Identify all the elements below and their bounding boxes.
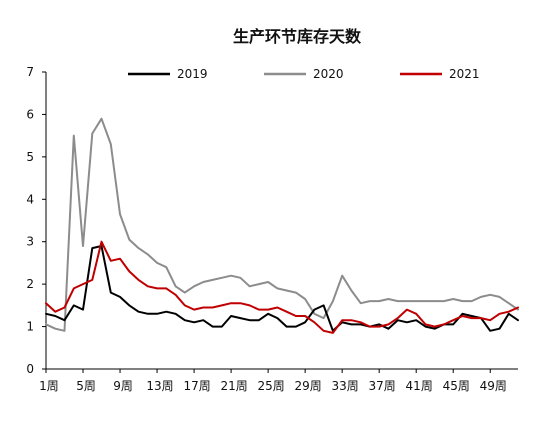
x-tick-label: 13周 xyxy=(146,379,173,393)
x-tick-label: 9周 xyxy=(113,379,133,393)
x-tick-label: 29周 xyxy=(294,379,321,393)
x-tick-label: 17周 xyxy=(183,379,210,393)
legend-label-2021: 2021 xyxy=(449,67,480,81)
y-tick-label: 4 xyxy=(26,192,34,206)
y-tick-label: 5 xyxy=(26,150,34,164)
series-line-2019 xyxy=(45,245,519,332)
x-tick-label: 45周 xyxy=(443,379,470,393)
x-tick-label: 1周 xyxy=(39,379,59,393)
x-tick-label: 37周 xyxy=(369,379,396,393)
legend-label-2019: 2019 xyxy=(177,67,208,81)
x-tick-label: 41周 xyxy=(406,379,433,393)
legend: 2019 2020 2021 xyxy=(128,67,480,81)
y-tick-label: 2 xyxy=(26,277,34,291)
x-tick-label: 5周 xyxy=(76,379,96,393)
series-layer xyxy=(45,117,519,334)
x-tick-label: 33周 xyxy=(332,379,359,393)
series-line-2020 xyxy=(45,117,519,332)
x-tick-label: 21周 xyxy=(220,379,247,393)
y-tick-label: 6 xyxy=(26,107,34,121)
legend-label-2020: 2020 xyxy=(313,67,344,81)
y-tick-label: 3 xyxy=(26,235,34,249)
chart-title: 生产环节库存天数 xyxy=(233,27,362,46)
x-tick-label: 49周 xyxy=(480,379,507,393)
y-tick-label: 1 xyxy=(26,320,34,334)
y-tick-label: 0 xyxy=(26,362,34,376)
y-tick-label: 7 xyxy=(26,65,34,79)
x-tick-label: 25周 xyxy=(257,379,284,393)
series-line-2021 xyxy=(45,240,519,334)
axes: 0 1 2 3 4 5 6 7 1周 5周 9周 13周 17周 21周 25周 29周 33周 37周 41周 45… xyxy=(26,65,518,393)
